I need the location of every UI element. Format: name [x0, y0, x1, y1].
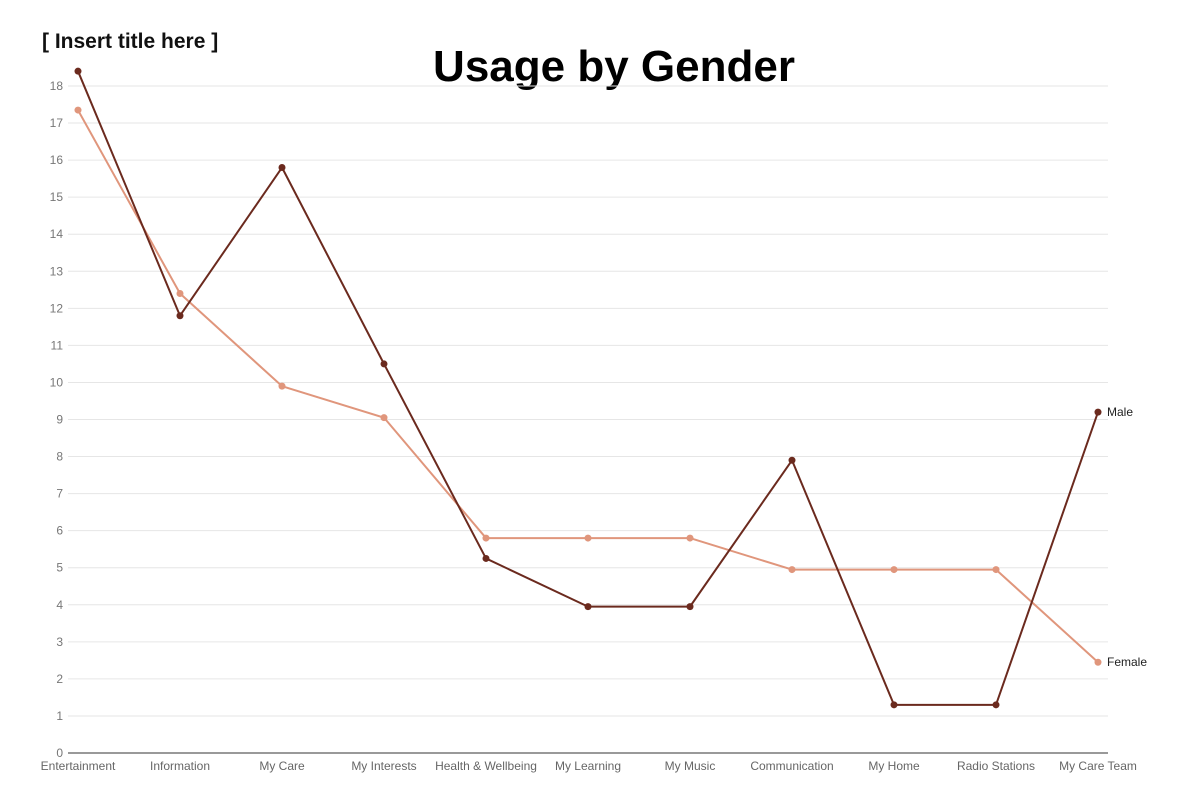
y-tick-label: 9: [56, 413, 63, 427]
x-tick-label: My Music: [665, 759, 716, 773]
y-tick-label: 12: [50, 301, 64, 315]
x-tick-label: Health & Wellbeing: [435, 759, 537, 773]
series-line-female: [77, 109, 1099, 663]
y-tick-label: 16: [50, 153, 64, 167]
y-tick-label: 15: [50, 190, 64, 204]
x-tick-label: My Learning: [555, 759, 621, 773]
data-point-female: [380, 414, 388, 422]
data-point-male: [1094, 408, 1102, 416]
y-tick-label: 3: [56, 635, 63, 649]
data-point-male: [788, 456, 796, 464]
data-point-male: [890, 701, 898, 709]
x-tick-label: My Interests: [351, 759, 416, 773]
x-tick-label: My Care: [259, 759, 305, 773]
y-tick-label: 13: [50, 264, 64, 278]
data-point-male: [584, 603, 592, 611]
data-point-female: [74, 106, 82, 114]
chart-title: Usage by Gender: [433, 42, 795, 91]
y-tick-label: 4: [56, 598, 63, 612]
data-point-male: [686, 603, 694, 611]
series-group: Female Male: [74, 67, 1147, 709]
y-tick-label: 7: [56, 487, 63, 501]
data-point-male: [992, 701, 1000, 709]
data-point-female: [176, 290, 184, 298]
y-tick-label: 17: [50, 116, 64, 130]
x-tick-label: Radio Stations: [957, 759, 1035, 773]
data-point-male: [380, 360, 388, 368]
y-tick-label: 11: [51, 338, 64, 352]
y-tick-label: 5: [56, 561, 63, 575]
series-label-female: Female: [1107, 655, 1147, 669]
y-tick-label: 2: [56, 672, 63, 686]
x-tick-label: Entertainment: [41, 759, 116, 773]
y-tick-label: 0: [56, 746, 63, 760]
placeholder-title: [ Insert title here ]: [42, 30, 219, 53]
y-tick-label: 14: [50, 227, 64, 241]
y-tick-label: 18: [50, 79, 64, 93]
data-point-male: [482, 554, 490, 562]
data-point-female: [890, 566, 898, 574]
data-point-female: [788, 566, 796, 574]
data-point-female: [584, 534, 592, 542]
y-tick-label: 6: [56, 524, 63, 538]
x-tick-label: My Care Team: [1059, 759, 1137, 773]
data-point-female: [686, 534, 694, 542]
x-tick-label: Information: [150, 759, 210, 773]
y-tick-label: 10: [50, 375, 64, 389]
y-tick-label: 8: [56, 450, 63, 464]
data-point-female: [992, 566, 1000, 574]
data-point-male: [278, 164, 286, 172]
series-label-male: Male: [1107, 405, 1133, 419]
x-tick-label: Communication: [750, 759, 833, 773]
y-tick-label: 1: [56, 709, 63, 723]
x-tick-label: My Home: [868, 759, 920, 773]
data-point-female: [482, 534, 490, 542]
x-axis-categories: Entertainment Information My Care My Intere…: [41, 759, 1137, 773]
gridlines: [68, 85, 1108, 754]
data-point-male: [176, 312, 184, 320]
data-point-female: [1094, 658, 1102, 666]
data-point-male: [74, 67, 82, 75]
data-point-female: [278, 382, 286, 390]
